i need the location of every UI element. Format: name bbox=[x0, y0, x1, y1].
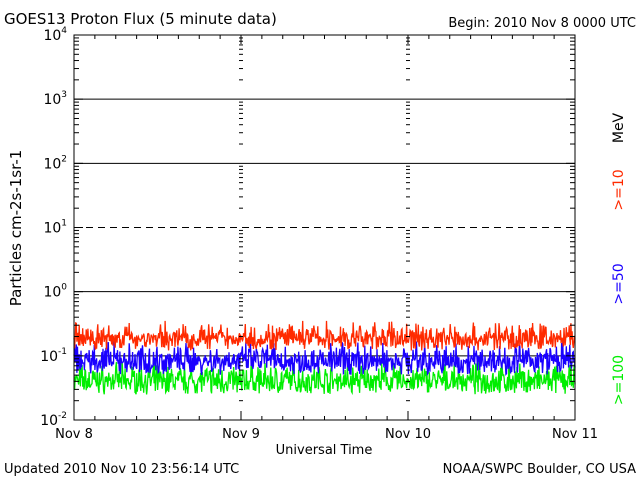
y-tick-label: 100 bbox=[43, 283, 67, 301]
series-line-ge50 bbox=[73, 340, 576, 377]
series-line-ge10 bbox=[73, 320, 576, 351]
y-tick-labels: 10-2 10-1 100 101 102 103 104 bbox=[40, 26, 67, 429]
chart-title: GOES13 Proton Flux (5 minute data) bbox=[4, 10, 277, 28]
y-tick-label: 10-1 bbox=[40, 347, 67, 365]
y-tick-label: 104 bbox=[43, 26, 67, 44]
series-line-ge100 bbox=[73, 362, 576, 396]
x-tick-labels: Nov 8 Nov 9 Nov 10 Nov 11 bbox=[55, 427, 598, 442]
axis-ticks bbox=[73, 35, 576, 421]
x-tick-label: Nov 9 bbox=[222, 427, 260, 442]
y-tick-label: 102 bbox=[43, 154, 67, 172]
credit-line: NOAA/SWPC Boulder, CO USA bbox=[443, 462, 636, 477]
legend-ge100: >=100 bbox=[611, 355, 627, 405]
begin-time: Begin: 2010 Nov 8 0000 UTC bbox=[448, 16, 636, 31]
y-tick-label: 101 bbox=[43, 219, 67, 237]
series-layer bbox=[73, 320, 576, 396]
legend-ge50: >=50 bbox=[611, 263, 627, 304]
x-tick-label: Nov 10 bbox=[385, 427, 431, 442]
legend-ge10: >=10 bbox=[611, 169, 627, 210]
x-axis-label: Universal Time bbox=[276, 443, 373, 458]
y-tick-label: 103 bbox=[43, 90, 67, 108]
updated-time: Updated 2010 Nov 10 23:56:14 UTC bbox=[4, 462, 239, 477]
x-tick-label: Nov 8 bbox=[55, 427, 93, 442]
legend-unit: MeV bbox=[611, 112, 627, 143]
reference-lines bbox=[74, 98, 575, 357]
y-tick-label: 10-2 bbox=[40, 411, 67, 429]
plot-frame bbox=[73, 34, 576, 421]
x-tick-label: Nov 11 bbox=[552, 427, 598, 442]
legend: MeV >=10 >=50 >=100 bbox=[611, 112, 627, 405]
y-axis-label: Particles cm-2s-1sr-1 bbox=[7, 150, 25, 307]
